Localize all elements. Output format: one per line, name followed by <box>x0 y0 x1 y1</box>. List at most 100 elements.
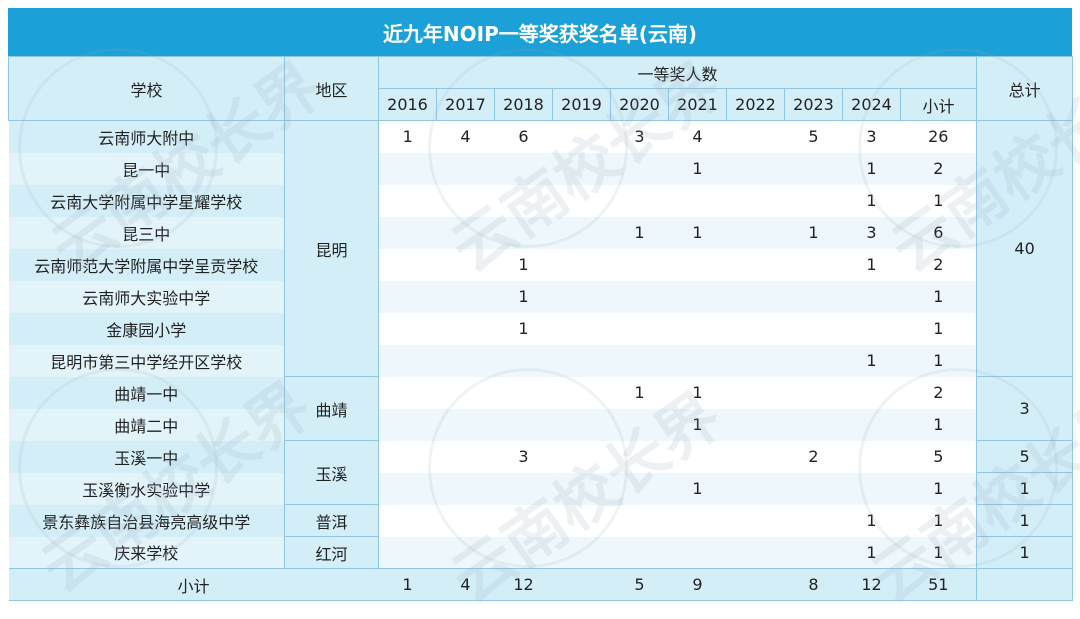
award-count <box>378 280 437 313</box>
award-count <box>610 312 669 345</box>
award-count <box>494 216 553 249</box>
award-count <box>668 536 727 569</box>
award-count <box>610 248 669 281</box>
school-name: 玉溪一中 <box>8 440 285 473</box>
award-count <box>842 280 901 313</box>
award-count <box>726 216 785 249</box>
award-count <box>726 344 785 377</box>
table-title: 近九年NOIP一等奖获奖名单(云南) <box>8 8 1072 56</box>
award-count: 1 <box>842 536 901 569</box>
footer-count: 9 <box>668 568 727 601</box>
school-name: 云南师范大学附属中学呈贡学校 <box>8 248 285 281</box>
award-count <box>494 472 553 505</box>
award-count <box>436 248 495 281</box>
award-count <box>436 216 495 249</box>
school-name: 昆一中 <box>8 152 285 185</box>
award-count <box>494 376 553 409</box>
row-subtotal: 1 <box>900 184 977 217</box>
row-subtotal: 1 <box>900 408 977 441</box>
table-row: 云南大学附属中学星耀学校 1 1 <box>8 184 1073 217</box>
school-name: 金康园小学 <box>8 312 285 345</box>
award-count: 1 <box>842 152 901 185</box>
region-name: 玉溪 <box>284 440 379 505</box>
award-count <box>726 184 785 217</box>
region-total: 40 <box>976 120 1074 377</box>
award-count <box>378 216 437 249</box>
award-count: 1 <box>494 312 553 345</box>
header-year: 2017 <box>436 88 495 121</box>
award-count: 1 <box>668 376 727 409</box>
award-count: 3 <box>610 120 669 153</box>
award-count <box>378 472 437 505</box>
award-count <box>436 408 495 441</box>
row-subtotal: 2 <box>900 376 977 409</box>
region-total: 1 <box>976 536 1074 569</box>
award-count: 4 <box>668 120 727 153</box>
award-count <box>784 280 843 313</box>
footer-count <box>726 568 785 601</box>
school-name: 曲靖一中 <box>8 376 285 409</box>
award-count: 6 <box>494 120 553 153</box>
award-count: 3 <box>494 440 553 473</box>
award-count <box>726 440 785 473</box>
award-count <box>610 504 669 537</box>
school-name: 庆来学校 <box>8 536 285 569</box>
award-count <box>378 504 437 537</box>
award-count <box>842 376 901 409</box>
header-year: 2024 <box>842 88 901 121</box>
award-count <box>552 216 611 249</box>
award-count <box>436 472 495 505</box>
award-count: 1 <box>784 216 843 249</box>
award-count <box>552 536 611 569</box>
footer-count: 5 <box>610 568 669 601</box>
award-count <box>784 408 843 441</box>
award-count: 1 <box>668 216 727 249</box>
award-count: 1 <box>668 472 727 505</box>
award-count <box>436 280 495 313</box>
header-group: 一等奖人数 <box>377 56 978 89</box>
award-count <box>552 280 611 313</box>
row-subtotal: 2 <box>900 152 977 185</box>
row-subtotal: 1 <box>900 280 977 313</box>
award-count <box>610 440 669 473</box>
footer-row: 小计 1 4 12 5 9 8 12 51 <box>8 568 1074 601</box>
region-name: 红河 <box>284 536 379 569</box>
table-body: 云南师大附中 昆明 1 4 6 3 4 5 3 26 40 昆一中 1 1 2 云南大学附属中学星耀学校 1 1 昆… <box>8 120 1074 569</box>
award-count <box>726 504 785 537</box>
award-count <box>436 376 495 409</box>
award-count: 1 <box>842 184 901 217</box>
table-row: 玉溪衡水实验中学 1 1 1 <box>8 472 1074 505</box>
award-count <box>668 504 727 537</box>
award-count: 3 <box>842 216 901 249</box>
award-count <box>552 248 611 281</box>
award-count <box>378 248 437 281</box>
award-count: 1 <box>610 376 669 409</box>
school-name: 云南师大附中 <box>8 120 285 153</box>
footer-subtotal: 51 <box>900 568 977 601</box>
footer-total <box>976 568 1074 601</box>
award-count <box>494 184 553 217</box>
region-total: 1 <box>976 472 1074 505</box>
region-total: 5 <box>976 440 1074 473</box>
table-row: 昆三中 1 1 1 3 6 <box>8 216 1073 249</box>
school-name: 玉溪衡水实验中学 <box>8 472 285 505</box>
award-count <box>552 504 611 537</box>
row-subtotal: 1 <box>900 472 977 505</box>
award-count <box>784 312 843 345</box>
footer-count: 4 <box>436 568 495 601</box>
award-count <box>552 184 611 217</box>
row-subtotal: 1 <box>900 312 977 345</box>
table-row: 景东彝族自治县海亮高级中学 普洱 1 1 1 <box>8 504 1074 537</box>
award-count <box>784 184 843 217</box>
school-name: 景东彝族自治县海亮高级中学 <box>8 504 285 537</box>
header-year: 2021 <box>668 88 727 121</box>
award-count: 5 <box>784 120 843 153</box>
award-count: 1 <box>494 280 553 313</box>
award-count <box>552 408 611 441</box>
award-count <box>726 280 785 313</box>
award-count <box>784 472 843 505</box>
table-row: 庆来学校 红河 1 1 1 <box>8 536 1074 569</box>
footer-count: 12 <box>494 568 553 601</box>
award-count <box>378 376 437 409</box>
award-count <box>610 280 669 313</box>
